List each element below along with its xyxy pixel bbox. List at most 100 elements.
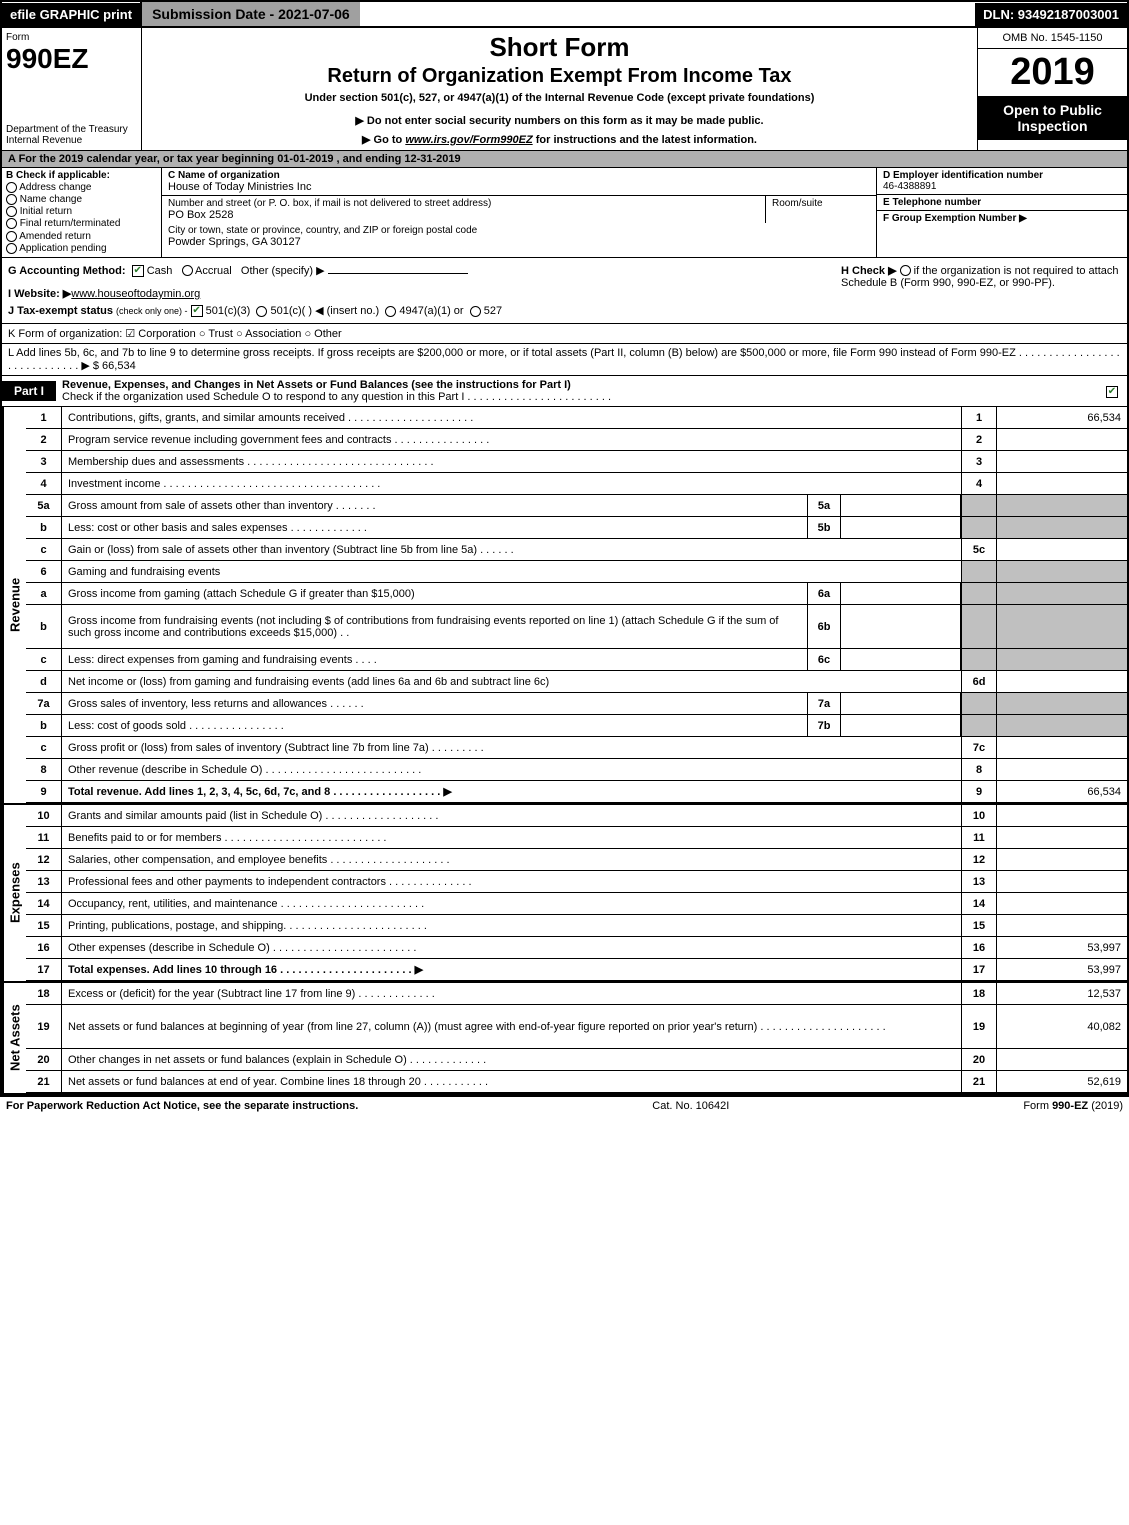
revenue-section: Revenue 1Contributions, gifts, grants, a… <box>0 407 1129 803</box>
row-number: 19 <box>26 1005 62 1048</box>
block-g-h: G Accounting Method: Cash Accrual Other … <box>0 258 1129 324</box>
cash-checkbox[interactable] <box>132 265 144 277</box>
part-1-check-note: Check if the organization used Schedule … <box>62 391 611 403</box>
table-row: bLess: cost or other basis and sales exp… <box>26 517 1127 539</box>
form-number: 990EZ <box>6 43 137 75</box>
row-number: 14 <box>26 893 62 914</box>
inspection-label: Open to Public Inspection <box>978 96 1127 140</box>
501c3-checkbox[interactable] <box>191 305 203 317</box>
h-checkbox[interactable] <box>900 265 911 276</box>
checkbox-option[interactable]: Final return/terminated <box>6 218 157 229</box>
mid-line-number: 5b <box>807 517 841 538</box>
other-specify-input[interactable] <box>328 273 468 274</box>
revenue-side-label: Revenue <box>2 407 26 803</box>
row-description: Gross amount from sale of assets other t… <box>62 495 807 516</box>
501c3-label: 501(c)(3) <box>206 305 251 317</box>
row-description: Other expenses (describe in Schedule O) … <box>62 937 961 958</box>
org-name-value: House of Today Ministries Inc <box>168 181 870 193</box>
page-footer: For Paperwork Reduction Act Notice, see … <box>0 1095 1129 1115</box>
mid-line-value <box>841 693 961 714</box>
mid-line-number: 7a <box>807 693 841 714</box>
form-label: Form <box>6 32 137 43</box>
link-suffix: for instructions and the latest informat… <box>533 134 757 146</box>
row-description: Less: cost or other basis and sales expe… <box>62 517 807 538</box>
mid-line-value <box>841 605 961 648</box>
row-number: 8 <box>26 759 62 780</box>
right-line-number: 10 <box>961 805 997 826</box>
row-number: b <box>26 715 62 736</box>
right-line-number: 1 <box>961 407 997 428</box>
table-row: cGross profit or (loss) from sales of in… <box>26 737 1127 759</box>
row-number: 2 <box>26 429 62 450</box>
website-value[interactable]: www.houseoftodaymin.org <box>71 288 200 300</box>
right-line-number <box>961 561 997 582</box>
row-number: 20 <box>26 1049 62 1070</box>
table-row: 14Occupancy, rent, utilities, and mainte… <box>26 893 1127 915</box>
room-cell: Room/suite <box>766 196 876 223</box>
netassets-section: Net Assets 18Excess or (deficit) for the… <box>0 981 1129 1095</box>
phone-label: E Telephone number <box>883 197 1121 208</box>
row-description: Other revenue (describe in Schedule O) .… <box>62 759 961 780</box>
right-line-value: 66,534 <box>997 407 1127 428</box>
accrual-radio[interactable] <box>182 265 193 276</box>
table-row: 8Other revenue (describe in Schedule O) … <box>26 759 1127 781</box>
street-cell: Number and street (or P. O. box, if mail… <box>162 196 766 223</box>
room-label: Room/suite <box>772 198 870 209</box>
row-number: 3 <box>26 451 62 472</box>
phone-cell: E Telephone number <box>877 195 1127 211</box>
block-h-right: H Check ▶ if the organization is not req… <box>841 264 1121 317</box>
right-line-value <box>997 671 1127 692</box>
checkbox-option[interactable]: Application pending <box>6 243 157 254</box>
mid-line-number: 6a <box>807 583 841 604</box>
right-line-value <box>997 893 1127 914</box>
row-number: 6 <box>26 561 62 582</box>
right-line-number <box>961 517 997 538</box>
row-description: Net assets or fund balances at beginning… <box>62 1005 961 1048</box>
527-radio[interactable] <box>470 306 481 317</box>
501c-radio[interactable] <box>256 306 267 317</box>
right-line-value: 53,997 <box>997 959 1127 980</box>
right-line-number: 18 <box>961 983 997 1004</box>
checkbox-option[interactable]: Name change <box>6 194 157 205</box>
org-name-label: C Name of organization <box>168 170 870 181</box>
street-row: Number and street (or P. O. box, if mail… <box>162 196 876 223</box>
city-label: City or town, state or province, country… <box>168 225 870 236</box>
header-left: Form 990EZ Department of the Treasury In… <box>2 28 142 150</box>
4947-radio[interactable] <box>385 306 396 317</box>
checkbox-option[interactable]: Initial return <box>6 206 157 217</box>
part-1-checkbox[interactable] <box>1097 383 1127 399</box>
title-return: Return of Organization Exempt From Incom… <box>150 65 969 88</box>
group-exemption-cell: F Group Exemption Number ▶ <box>877 211 1127 226</box>
instructions-url[interactable]: www.irs.gov/Form990EZ <box>405 134 532 146</box>
right-line-value <box>997 849 1127 870</box>
right-line-value <box>997 1049 1127 1070</box>
row-a-tax-year: A For the 2019 calendar year, or tax yea… <box>0 150 1129 168</box>
subtitle: Under section 501(c), 527, or 4947(a)(1)… <box>150 92 969 104</box>
right-line-number: 14 <box>961 893 997 914</box>
line-k: K Form of organization: ☑ Corporation ○ … <box>0 324 1129 344</box>
g-label: G Accounting Method: <box>8 265 126 277</box>
city-cell: City or town, state or province, country… <box>162 223 876 250</box>
table-row: bLess: cost of goods sold . . . . . . . … <box>26 715 1127 737</box>
other-label: Other (specify) ▶ <box>241 265 325 277</box>
checkbox-option[interactable]: Amended return <box>6 231 157 242</box>
right-line-number: 2 <box>961 429 997 450</box>
checkbox-option[interactable]: Address change <box>6 182 157 193</box>
right-line-value: 52,619 <box>997 1071 1127 1092</box>
expenses-rows: 10Grants and similar amounts paid (list … <box>26 805 1127 981</box>
table-row: 6Gaming and fundraising events <box>26 561 1127 583</box>
4947-label: 4947(a)(1) or <box>399 305 463 317</box>
table-row: 9Total revenue. Add lines 1, 2, 3, 4, 5c… <box>26 781 1127 803</box>
mid-line-value <box>841 715 961 736</box>
table-row: 12Salaries, other compensation, and empl… <box>26 849 1127 871</box>
right-line-value <box>997 473 1127 494</box>
row-number: 17 <box>26 959 62 980</box>
table-row: 7aGross sales of inventory, less returns… <box>26 693 1127 715</box>
right-line-number <box>961 649 997 670</box>
row-description: Membership dues and assessments . . . . … <box>62 451 961 472</box>
right-line-number: 12 <box>961 849 997 870</box>
row-description: Net income or (loss) from gaming and fun… <box>62 671 961 692</box>
table-row: 19Net assets or fund balances at beginni… <box>26 1005 1127 1049</box>
column-de: D Employer identification number 46-4388… <box>877 168 1127 257</box>
right-line-value <box>997 517 1127 538</box>
